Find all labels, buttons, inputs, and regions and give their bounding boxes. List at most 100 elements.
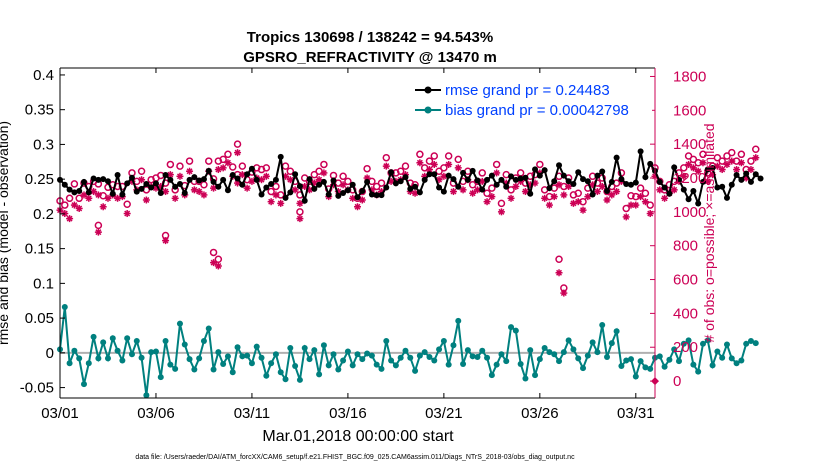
obs-assimilated-point	[550, 193, 558, 201]
bias-point	[733, 360, 740, 367]
obs-assimilated-stroke	[340, 181, 347, 188]
bias-point	[695, 368, 702, 375]
bias-point	[575, 355, 582, 362]
bias-point	[436, 346, 443, 353]
obs-assimilated-stroke	[296, 200, 303, 207]
obs-assimilated-point	[704, 177, 712, 185]
obs-assimilated-stroke	[608, 191, 615, 198]
obs-assimilated-stroke	[416, 159, 423, 166]
rmse-point	[191, 174, 198, 181]
bias-point	[229, 369, 236, 376]
obs-possible-point	[70, 180, 79, 188]
obs-assimilated-point	[339, 181, 347, 189]
obs-assimilated-point	[593, 188, 601, 196]
bias-point	[66, 360, 73, 367]
obs-possible-point	[752, 145, 760, 153]
obs-possible-point	[238, 162, 247, 170]
obs-assimilated-point	[560, 191, 568, 199]
obs-assimilated-stroke	[258, 176, 265, 183]
obs-assimilated-point	[162, 188, 170, 196]
bias-point	[556, 358, 563, 365]
obs-assimilated-stroke	[426, 166, 433, 173]
obs-assimilated-point	[728, 157, 736, 165]
rmse-point	[728, 181, 735, 188]
rmse-point	[287, 189, 294, 196]
bias-point	[359, 356, 366, 363]
bias-point	[546, 349, 553, 356]
obs-assimilated-point	[565, 182, 573, 190]
obs-assimilated-point	[430, 160, 438, 168]
rmse-point	[157, 190, 164, 197]
obs-assimilated-stroke	[388, 178, 395, 185]
y-tick-label: 0.25	[25, 171, 54, 188]
rmse-point	[436, 184, 443, 191]
obs-assimilated-point	[138, 176, 146, 184]
obs-assimilated-stroke	[733, 166, 740, 173]
rmse-point	[181, 190, 188, 197]
bias-point	[124, 335, 131, 342]
obs-assimilated-point	[608, 191, 616, 199]
rmse-point	[560, 172, 567, 179]
obs-assimilated-point	[75, 204, 83, 212]
rmse-point	[690, 187, 697, 194]
obs-assimilated-stroke	[200, 191, 207, 198]
rmse-point	[613, 154, 620, 161]
bias-point	[565, 337, 572, 344]
rmse-point	[460, 169, 467, 176]
obs-assimilated-stroke	[186, 168, 193, 175]
obs-assimilated-point	[200, 191, 208, 199]
rmse-point	[450, 176, 457, 183]
obs-possible-point	[320, 160, 328, 169]
obs-assimilated-stroke	[474, 186, 481, 193]
obs-assimilated-point	[70, 201, 78, 209]
chart-title-line2: GPSRO_REFRACTIVITY @ 13470 m	[243, 49, 497, 66]
obs-possible-point	[680, 164, 688, 172]
y2-tick-label: 400	[673, 305, 698, 322]
x-tick-label: 03/06	[137, 405, 175, 422]
obs-assimilated-point	[661, 194, 669, 202]
bias-point	[594, 349, 601, 356]
rmse-point	[311, 185, 318, 192]
obs-assimilated-point	[685, 160, 693, 168]
rmse-point	[556, 162, 563, 169]
rmse-point	[124, 180, 131, 187]
rmse-point	[666, 190, 673, 197]
obs-assimilated-stroke	[66, 215, 73, 222]
rmse-point	[570, 181, 577, 188]
rmse-point	[133, 188, 140, 195]
obs-assimilated-stroke	[460, 186, 467, 193]
obs-assimilated-point	[272, 191, 280, 199]
y-tick-label: 0.3	[33, 136, 54, 153]
rmse-point	[527, 190, 534, 197]
obs-assimilated-point	[737, 159, 745, 167]
obs-assimilated-stroke	[469, 190, 476, 197]
obs-assimilated-point	[214, 262, 222, 270]
obs-possible-point	[737, 150, 746, 159]
bias-point	[397, 354, 404, 361]
rmse-point	[642, 174, 649, 181]
obs-assimilated-stroke	[248, 178, 255, 185]
bias-point	[248, 360, 255, 367]
bias-point	[522, 375, 529, 382]
rmse-point	[104, 178, 111, 185]
bias-point	[445, 361, 452, 368]
obs-assimilated-stroke	[244, 185, 251, 192]
obs-possible-point	[296, 208, 304, 216]
obs-possible-point	[272, 182, 280, 191]
obs-assimilated-stroke	[541, 195, 548, 202]
obs-possible-point	[267, 187, 275, 196]
rmse-point	[637, 148, 644, 155]
bias-point	[714, 348, 721, 355]
bias-point	[349, 362, 356, 369]
bias-point	[133, 338, 140, 345]
obs-possible-point	[454, 155, 463, 164]
rmse-point	[426, 171, 433, 178]
obs-assimilated-point	[469, 189, 477, 197]
rmse-point	[268, 181, 275, 188]
bias-point	[287, 344, 294, 351]
obs-possible-point	[492, 160, 501, 169]
bias-point	[580, 365, 587, 372]
obs-assimilated-point	[382, 162, 390, 170]
obs-assimilated-stroke	[728, 158, 735, 165]
